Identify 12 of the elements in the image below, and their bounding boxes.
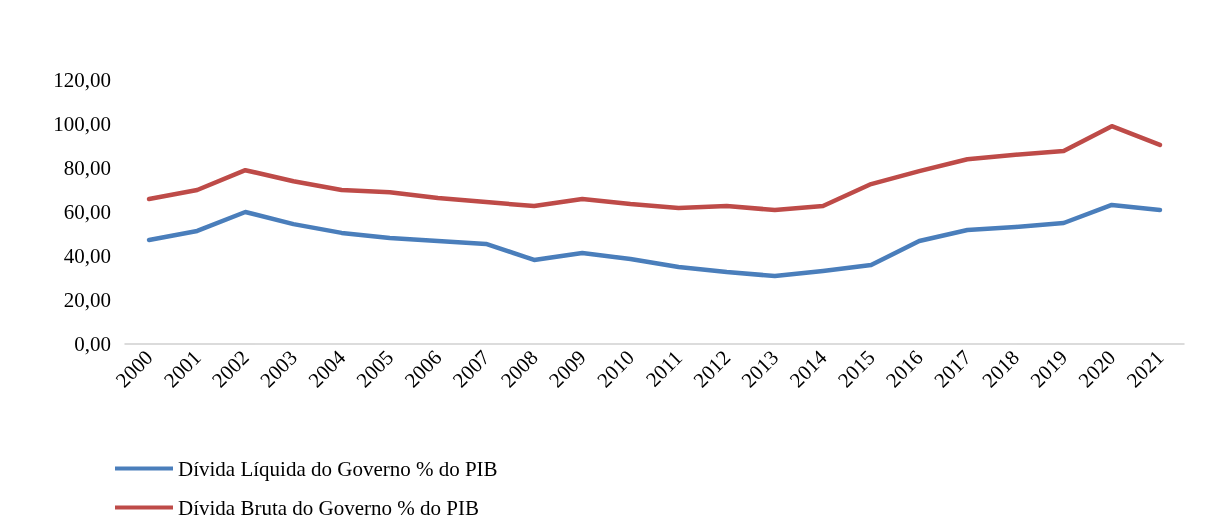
y-tick-label: 120,00 — [53, 68, 111, 92]
legend-label: Dívida Bruta do Governo % do PIB — [178, 495, 479, 520]
y-tick-label: 40,00 — [63, 244, 111, 268]
y-tick-label: 0,00 — [74, 332, 111, 356]
y-tick-label: 60,00 — [63, 200, 111, 224]
y-tick-label: 20,00 — [63, 288, 111, 312]
y-tick-label: 80,00 — [63, 156, 111, 180]
line-series — [146, 202, 1163, 279]
legend-label: Dívida Líquida do Governo % do PIB — [178, 456, 498, 481]
y-tick-label: 100,00 — [53, 112, 111, 136]
x-tick-label: 2011 — [640, 345, 688, 392]
line-series — [146, 123, 1163, 213]
